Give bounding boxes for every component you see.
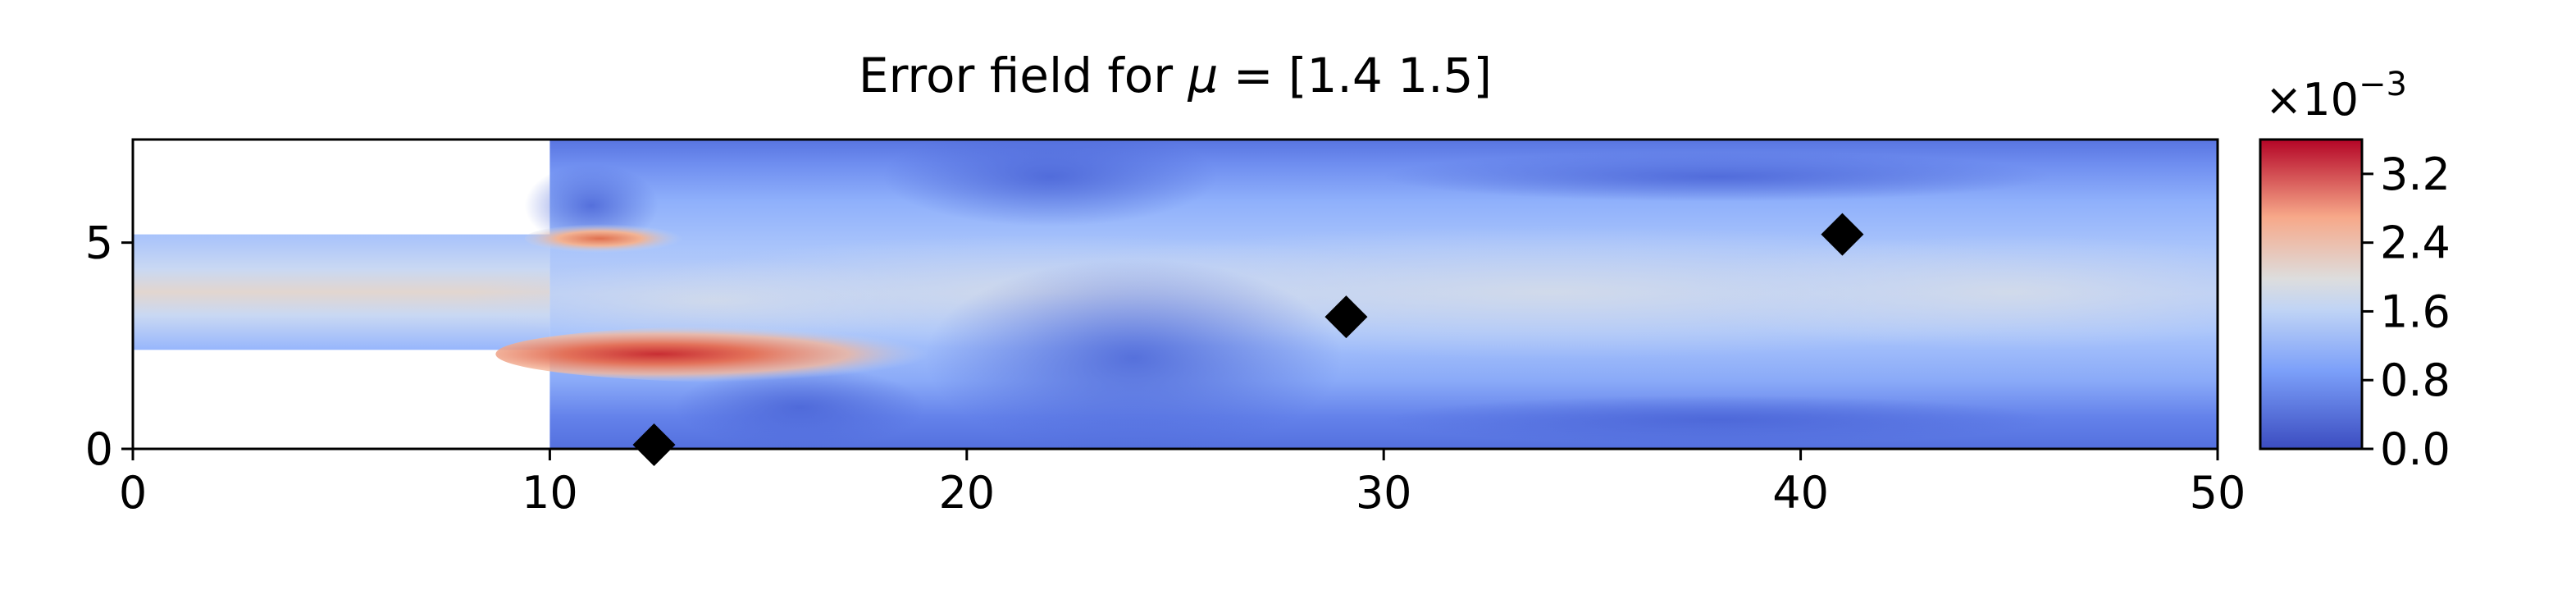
- colorbar-tick-label: 3.2: [2380, 149, 2451, 200]
- chart-title: Error field for μ = [1.4 1.5]: [859, 48, 1492, 103]
- chart-title-prefix: Error field for: [859, 48, 1188, 103]
- field-feature: [495, 325, 1038, 383]
- field-feature: [1676, 234, 2218, 350]
- markers: [632, 213, 1864, 466]
- x-tick-label: 20: [938, 467, 995, 519]
- marker-point: [1324, 295, 1368, 339]
- colorbar-tick-label: 0.8: [2380, 355, 2451, 406]
- colorbar-multiplier: ×10−3: [2265, 66, 2407, 126]
- x-tick-label: 10: [522, 467, 578, 519]
- y-tick-label: 5: [85, 217, 113, 269]
- colorbar-tick-label: 0.0: [2380, 423, 2451, 475]
- colorbar-tick-label: 1.6: [2380, 286, 2451, 337]
- x-tick-label: 0: [119, 467, 147, 519]
- colorbar-tick-label: 2.4: [2380, 217, 2451, 269]
- field-features: [466, 140, 2218, 449]
- error-field: [133, 140, 2218, 449]
- field-feature: [1384, 152, 2051, 202]
- colorbar-gradient: [2259, 138, 2364, 451]
- field-feature: [674, 366, 925, 449]
- field-feature: [925, 258, 1343, 449]
- field-feature: [883, 140, 1217, 226]
- y-axis: 05: [85, 217, 133, 475]
- marker-point: [1821, 213, 1864, 256]
- x-tick-label: 50: [2190, 467, 2246, 519]
- chart-title-suffix: = [1.4 1.5]: [1218, 48, 1492, 103]
- colorbar-ticks: 0.0 0.8 1.6 2.4 3.2: [2362, 149, 2451, 475]
- axes-frame: [131, 138, 2219, 451]
- marker-point: [632, 423, 676, 466]
- colorbar: 0.0 0.8 1.6 2.4 3.2 ×10−3: [2259, 66, 2451, 475]
- field-feature: [524, 224, 692, 254]
- x-tick-label: 40: [1772, 467, 1829, 519]
- x-tick-label: 30: [1356, 467, 1412, 519]
- colorbar-multiplier-base: ×10: [2265, 74, 2359, 126]
- x-axis: 0 10 20 30 40 50: [119, 449, 2246, 519]
- colorbar-multiplier-exponent: −3: [2359, 66, 2407, 103]
- y-tick-label: 0: [85, 423, 113, 475]
- field-feature: [1384, 395, 2051, 445]
- chart-title-symbol: μ: [1188, 48, 1219, 103]
